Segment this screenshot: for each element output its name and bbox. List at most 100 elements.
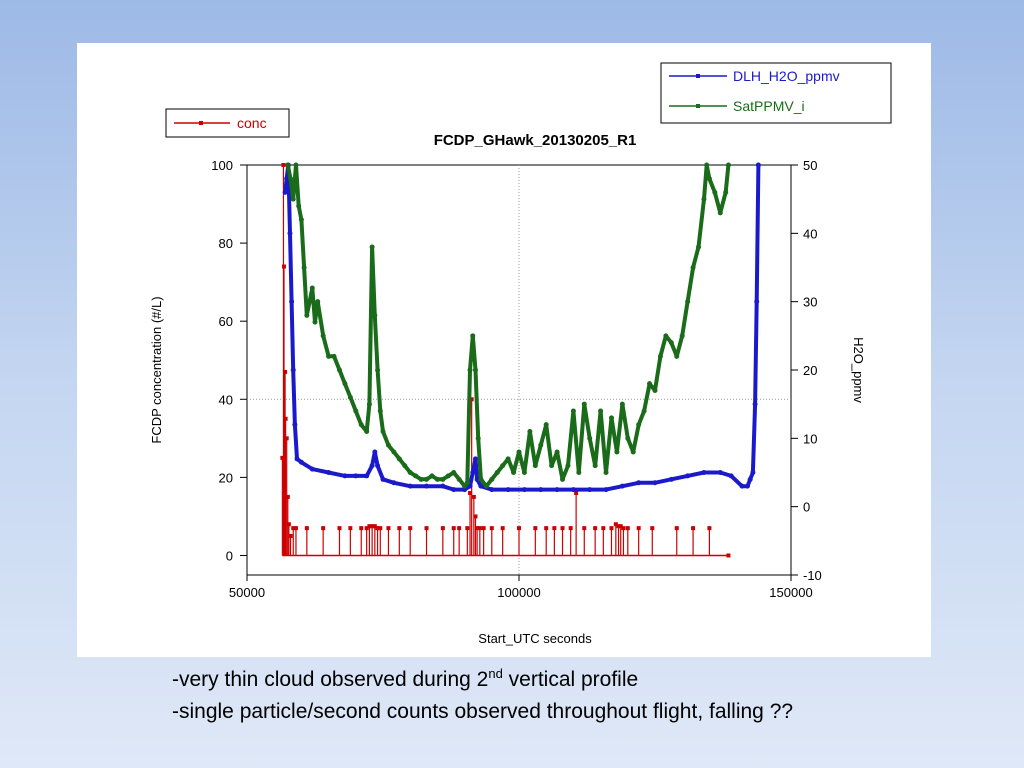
series-point-DLH_H2O_ppmv [750,470,756,475]
series-point-SatPPMV_i [402,463,408,469]
series-point-DLH_H2O_ppmv [467,483,473,489]
series-point-DLH_H2O_ppmv [755,162,761,168]
conc-point [284,436,289,441]
x-tick-label: 50000 [229,585,265,600]
conc-point [500,526,505,531]
series-point-SatPPMV_i [657,353,663,359]
caption-line-1-tail: vertical profile [502,668,639,691]
conc-point [397,526,402,531]
series-point-SatPPMV_i [704,162,710,168]
series-point-SatPPMV_i [429,473,435,479]
series-point-SatPPMV_i [598,408,604,414]
series-point-DLH_H2O_ppmv [619,483,625,489]
series-point-SatPPMV_i [315,299,321,305]
conc-point [473,514,478,519]
conc-point [386,526,391,531]
conc-point [560,526,565,531]
conc-point [469,397,474,402]
legend-conc: conc [165,108,290,138]
series-point-DLH_H2O_ppmv [407,483,413,489]
conc-point [471,494,476,499]
series-point-DLH_H2O_ppmv [554,487,560,493]
series-point-DLH_H2O_ppmv [717,470,723,475]
series-point-SatPPMV_i [494,470,500,475]
conc-point [625,526,630,531]
series-point-DLH_H2O_ppmv [521,487,527,493]
series-point-SatPPMV_i [391,449,397,455]
series-point-DLH_H2O_ppmv [372,449,378,455]
series-SatPPMV_i [285,162,731,489]
conc-point [691,526,696,531]
conc-point [613,522,618,527]
series-point-DLH_H2O_ppmv [470,470,476,475]
series-point-SatPPMV_i [293,162,299,168]
series-point-SatPPMV_i [445,473,451,479]
series-point-SatPPMV_i [614,449,620,455]
series-point-SatPPMV_i [527,429,533,434]
series-point-SatPPMV_i [647,381,653,387]
series-point-SatPPMV_i [560,476,566,482]
chart-svg: 50000 100000 150000 0 20 40 60 80 100 -10 0 10 20 30 4… [149,62,892,646]
series-point-SatPPMV_i [581,401,587,407]
series-point-DLH_H2O_ppmv [462,487,468,493]
series-point-SatPPMV_i [712,189,718,195]
series-point-SatPPMV_i [641,408,647,414]
series-point-SatPPMV_i [470,333,476,339]
series-point-SatPPMV_i [587,435,593,441]
conc-point [621,526,626,531]
y-right-tick-label: -10 [803,568,822,583]
series-point-DLH_H2O_ppmv [287,230,293,236]
series-point-DLH_H2O_ppmv [636,480,642,486]
conc-point [337,526,342,531]
conc-point [609,526,614,531]
series-point-SatPPMV_i [679,333,685,339]
series-layer [280,162,761,558]
series-point-SatPPMV_i [717,210,723,216]
series-point-SatPPMV_i [701,196,707,202]
series-point-SatPPMV_i [723,189,729,195]
series-point-SatPPMV_i [451,470,457,475]
caption-superscript: nd [488,666,503,681]
series-point-SatPPMV_i [385,442,391,448]
series-point-DLH_H2O_ppmv [342,473,348,479]
conc-point [451,526,456,531]
series-point-DLH_H2O_ppmv [754,299,760,305]
series-point-DLH_H2O_ppmv [752,401,758,407]
series-point-SatPPMV_i [505,456,511,462]
conc-point [616,524,621,529]
y-right-tick-label: 20 [803,363,817,378]
conc-point [424,526,429,531]
series-point-SatPPMV_i [576,470,582,475]
conc-point [348,526,353,531]
conc-point [582,526,587,531]
conc-point [440,526,445,531]
series-point-DLH_H2O_ppmv [353,473,359,479]
conc-point [601,526,606,531]
series-point-SatPPMV_i [532,463,538,469]
series-point-SatPPMV_i [636,422,642,428]
conc-point [285,494,290,499]
conc-point [364,526,369,531]
series-point-SatPPMV_i [554,449,560,455]
conc-point [293,526,298,531]
legend-entry-conc: conc [237,115,267,131]
series-point-DLH_H2O_ppmv [603,487,609,493]
series-point-SatPPMV_i [483,483,489,489]
series-DLH_H2O_ppmv [282,162,761,493]
slide-caption: -very thin cloud observed during 2nd ver… [172,664,932,728]
series-point-DLH_H2O_ppmv [505,487,511,493]
series-point-SatPPMV_i [285,162,291,168]
series-point-SatPPMV_i [424,476,430,482]
series-point-DLH_H2O_ppmv [375,463,381,469]
series-point-SatPPMV_i [696,244,702,250]
series-point-SatPPMV_i [288,176,294,182]
series-point-DLH_H2O_ppmv [478,483,484,489]
conc-point [477,526,482,531]
conc-point [533,526,538,531]
y-right-tick-label: 30 [803,295,817,310]
series-point-SatPPMV_i [668,340,674,346]
series-point-SatPPMV_i [304,312,310,318]
conc-point [674,526,679,531]
series-point-SatPPMV_i [377,408,383,414]
series-point-DLH_H2O_ppmv [284,176,290,182]
